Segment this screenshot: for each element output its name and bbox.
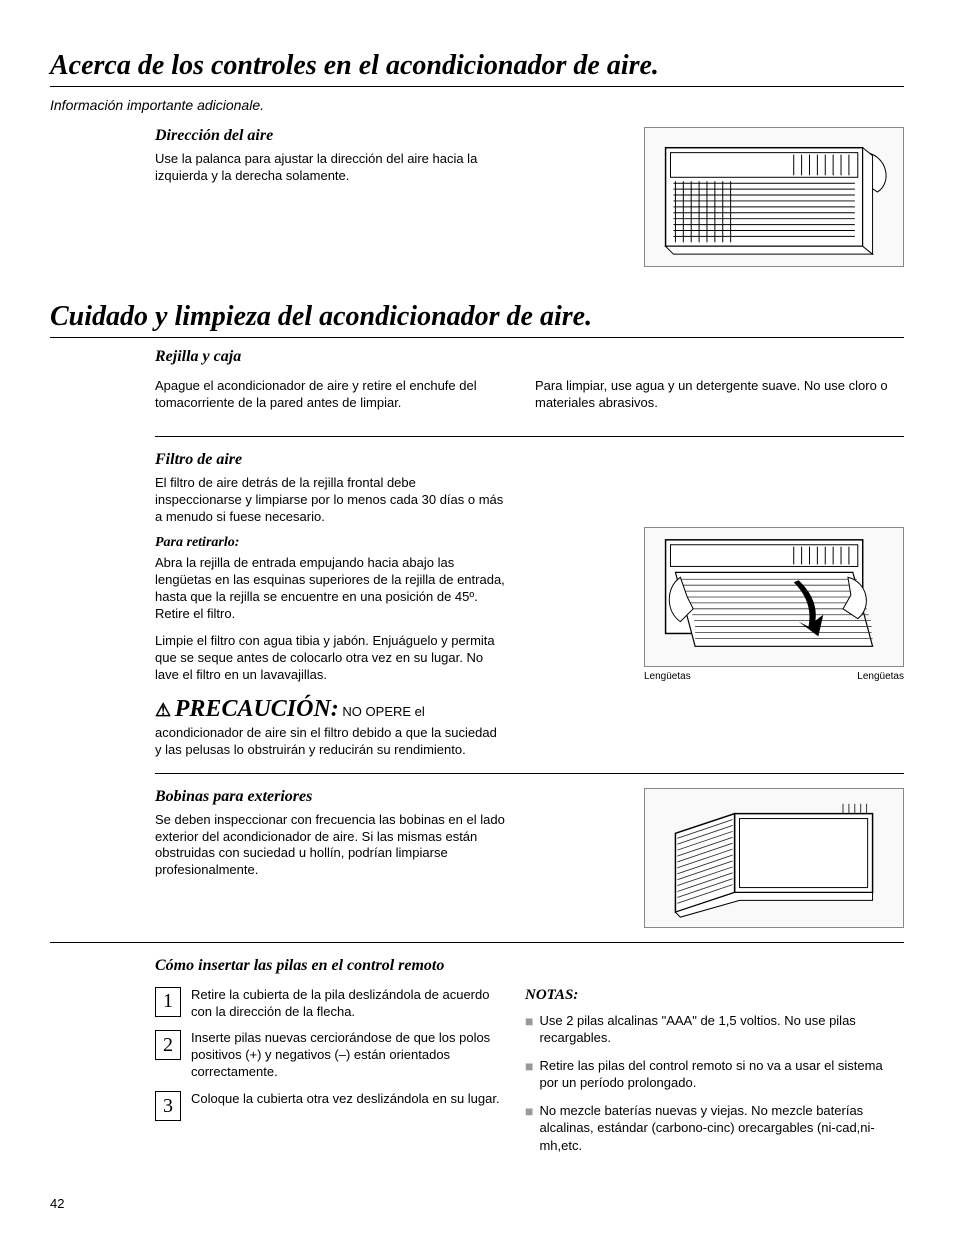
heading-filter: Filtro de aire (155, 451, 505, 469)
illustration-filter-removal (644, 527, 904, 667)
heading-air-direction: Dirección del aire (155, 127, 505, 145)
divider (50, 942, 904, 943)
caution-label: PRECAUCIÓN: (175, 696, 339, 722)
note-text-3: No mezcle baterías nuevas y viejas. No m… (539, 1102, 904, 1155)
note-text-1: Use 2 pilas alcalinas "AAA" de 1,5 volti… (539, 1012, 904, 1047)
text-grille-right: Para limpiar, use agua y un detergente s… (535, 378, 904, 412)
step-text-1: Retire la cubierta de la pila deslizándo… (191, 987, 505, 1021)
subheading-filter-remove: Para retirarlo: (155, 535, 505, 551)
notes-heading: NOTAS: (525, 987, 904, 1004)
bullet-icon: ■ (525, 1104, 533, 1155)
heading-remote: Cómo insertar las pilas en el control re… (155, 957, 904, 975)
page-number: 42 (50, 1196, 64, 1211)
page-subtitle: Información importante adicionale. (50, 97, 904, 113)
illustration-outdoor-coils (644, 788, 904, 928)
step-text-3: Coloque la cubierta otra vez deslizándol… (191, 1091, 500, 1121)
text-filter-p2: Abra la rejilla de entrada empujando hac… (155, 555, 505, 623)
step-2: 2 Inserte pilas nuevas cerciorándose de … (155, 1030, 505, 1081)
caption-left: Lengüetas (644, 671, 691, 682)
step-number-1: 1 (155, 987, 181, 1017)
step-1: 1 Retire la cubierta de la pila deslizán… (155, 987, 505, 1021)
illustration-ac-unit-1 (644, 127, 904, 267)
caution-lead: NO OPERE el (342, 704, 424, 719)
text-grille-left: Apague el acondicionador de aire y retir… (155, 378, 505, 412)
text-air-direction: Use la palanca para ajustar la dirección… (155, 151, 505, 185)
step-text-2: Inserte pilas nuevas cerciorándose de qu… (191, 1030, 505, 1081)
page-title-2: Cuidado y limpieza del acondicionador de… (50, 301, 904, 338)
heading-coils: Bobinas para exteriores (155, 788, 505, 806)
warning-icon: ⚠ (155, 700, 171, 720)
note-1: ■ Use 2 pilas alcalinas "AAA" de 1,5 vol… (525, 1012, 904, 1047)
bullet-icon: ■ (525, 1059, 533, 1092)
divider (155, 773, 904, 774)
text-filter-p3: Limpie el filtro con agua tibia y jabón.… (155, 633, 505, 684)
step-number-3: 3 (155, 1091, 181, 1121)
text-coils: Se deben inspeccionar con frecuencia las… (155, 812, 505, 880)
divider (155, 436, 904, 437)
step-number-2: 2 (155, 1030, 181, 1060)
heading-grille: Rejilla y caja (155, 348, 904, 366)
note-3: ■ No mezcle baterías nuevas y viejas. No… (525, 1102, 904, 1155)
illustration-caption: Lengüetas Lengüetas (644, 671, 904, 682)
bullet-icon: ■ (525, 1014, 533, 1047)
caption-right: Lengüetas (857, 671, 904, 682)
text-filter-p1: El filtro de aire detrás de la rejilla f… (155, 475, 505, 526)
caution-body: acondicionador de aire sin el filtro deb… (155, 725, 505, 759)
note-text-2: Retire las pilas del control remoto si n… (539, 1057, 904, 1092)
step-3: 3 Coloque la cubierta otra vez deslizánd… (155, 1091, 505, 1121)
note-2: ■ Retire las pilas del control remoto si… (525, 1057, 904, 1092)
page-title-1: Acerca de los controles en el acondicion… (50, 50, 904, 87)
